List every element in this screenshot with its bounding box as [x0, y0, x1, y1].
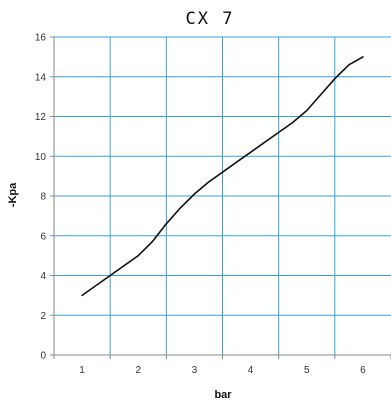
y-tick-label: 0	[40, 351, 46, 362]
x-tick-label: 3	[192, 365, 198, 376]
x-axis-label: bar	[214, 389, 232, 401]
chart-title: CX 7	[186, 9, 235, 29]
y-tick-label: 2	[40, 311, 46, 322]
y-tick-label: 16	[35, 33, 47, 44]
y-tick-label: 14	[35, 72, 47, 83]
y-axis-label: -Kpa	[7, 182, 19, 207]
y-tick-label: 4	[40, 271, 46, 282]
axes	[50, 36, 391, 359]
series-line	[81, 56, 364, 297]
x-tick-label: 5	[304, 365, 310, 376]
y-tick-label: 6	[40, 231, 46, 242]
x-tick-label: 1	[79, 365, 85, 376]
y-tick-label: 10	[35, 152, 47, 163]
series	[81, 56, 364, 297]
y-tick-label: 8	[40, 192, 46, 203]
y-tick-label: 12	[35, 112, 47, 123]
grid	[54, 36, 391, 355]
x-tick-label: 2	[135, 365, 141, 376]
x-tick-label: 4	[248, 365, 254, 376]
x-tick-label: 6	[360, 365, 366, 376]
